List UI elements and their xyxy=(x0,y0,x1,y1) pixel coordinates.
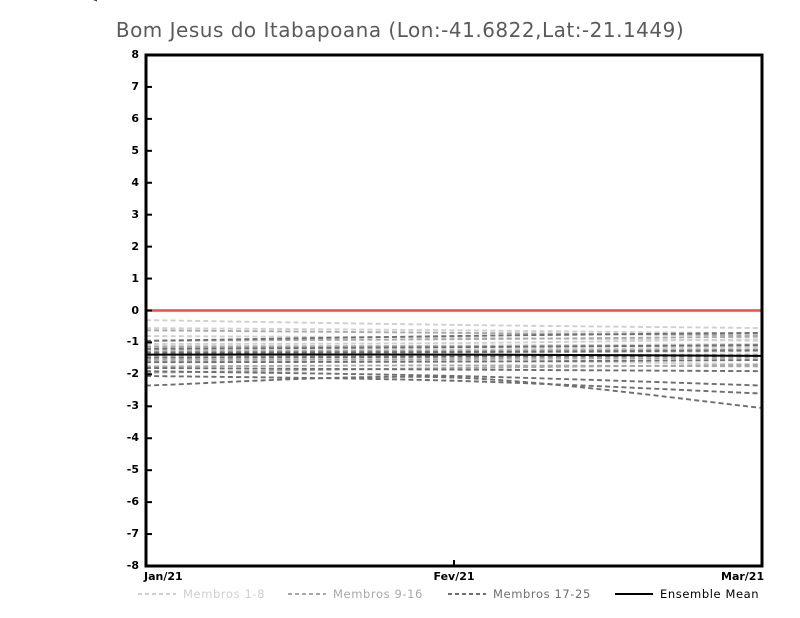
series-line-member xyxy=(146,348,762,353)
x-axis-tick-label: Mar/21 xyxy=(721,570,765,583)
series-line-member xyxy=(146,319,762,330)
series-line-member xyxy=(146,338,762,345)
y-axis-tick-label: 8 xyxy=(131,48,139,61)
legend-item: Membros 17-25 xyxy=(448,586,591,602)
legend-swatch-line-icon xyxy=(288,593,326,595)
y-axis-tick-label: 6 xyxy=(131,111,139,125)
y-axis-tick-label: -1 xyxy=(126,335,139,349)
y-axis-tick-label: -2 xyxy=(126,367,139,381)
series-line-member xyxy=(146,370,762,387)
legend-swatch-line-icon xyxy=(138,593,176,595)
y-axis-tick-label: -6 xyxy=(126,495,139,509)
legend-label: Ensemble Mean xyxy=(660,587,760,601)
x-axis-tick-label: Jan/21 xyxy=(144,570,183,583)
series-group xyxy=(146,309,762,409)
series-line-member xyxy=(146,331,762,342)
y-axis-tick-label: 7 xyxy=(131,79,139,93)
y-axis-tick-label: -8 xyxy=(126,559,139,572)
legend-item: Membros 1-8 xyxy=(138,586,265,602)
legend-item: Ensemble Mean xyxy=(615,586,759,602)
series-line-member xyxy=(146,329,762,337)
legend-label: Membros 1-8 xyxy=(183,587,266,601)
series-line-member xyxy=(146,344,762,350)
series-line-member xyxy=(146,344,762,348)
legend-swatch-line-icon xyxy=(615,592,653,596)
y-axis-tick-label: -7 xyxy=(126,527,139,541)
legend-swatch-line-icon xyxy=(448,593,486,595)
chart-legend: Membros 1-8 Membros 9-16 Membros 17-25 Ense… xyxy=(0,586,800,606)
y-axis-tick-label: -4 xyxy=(126,431,139,445)
series-line-member xyxy=(146,346,762,352)
y-axis-tick-label: -5 xyxy=(126,463,139,477)
series-line-member xyxy=(146,359,762,364)
y-axis-tick-label: 1 xyxy=(131,271,139,285)
chart-title: Bom Jesus do Itabapoana (Lon:-41.6822,La… xyxy=(115,18,685,42)
series-line-member xyxy=(146,349,762,354)
series-line-ensemble-mean xyxy=(146,353,762,357)
y-axis-tick-label: 3 xyxy=(131,207,139,221)
series-line-member xyxy=(146,367,762,373)
x-axis-tick-label: Fev/21 xyxy=(433,570,475,583)
y-axis-tick-label: 2 xyxy=(131,239,139,253)
y-axis-tick-label: -3 xyxy=(126,399,139,413)
y-axis-tick-label: 0 xyxy=(131,303,139,317)
series-line-member xyxy=(146,364,762,368)
series-line-member xyxy=(146,375,762,409)
y-axis-tick-label: 4 xyxy=(131,175,139,189)
y-axis-tick-label: 5 xyxy=(131,143,139,157)
legend-item: Membros 9-16 xyxy=(288,586,423,602)
legend-label: Membros 9-16 xyxy=(333,587,423,601)
series-line-member xyxy=(146,375,762,395)
series-line-member xyxy=(146,356,762,361)
legend-label: Membros 17-25 xyxy=(493,587,591,601)
